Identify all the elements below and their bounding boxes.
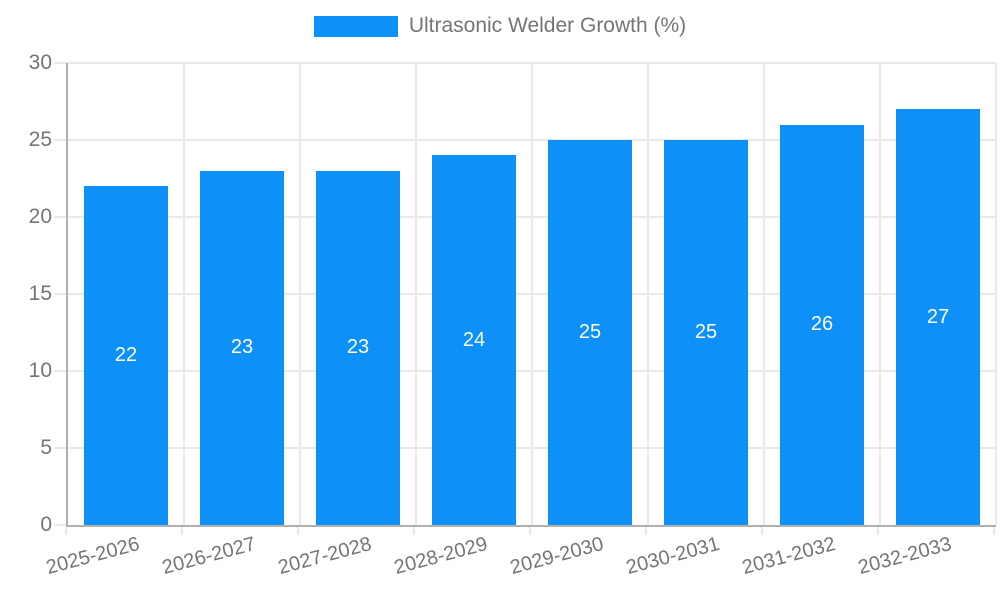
x-tick-mark xyxy=(761,527,763,535)
x-tick-mark xyxy=(65,527,67,535)
y-tick-mark xyxy=(54,216,66,218)
y-tick-label: 5 xyxy=(40,436,52,459)
legend-label: Ultrasonic Welder Growth (%) xyxy=(408,14,687,37)
x-tick-mark xyxy=(181,527,183,535)
y-tick-label: 10 xyxy=(28,359,52,382)
x-tick-mark xyxy=(529,527,531,535)
y-tick-label: 30 xyxy=(28,51,52,74)
bar: 25 xyxy=(548,140,632,525)
x-tick-mark xyxy=(645,527,647,535)
gridline-vertical xyxy=(531,63,533,525)
bar-value-label: 23 xyxy=(346,336,370,359)
y-tick-mark xyxy=(54,139,66,141)
bar: 22 xyxy=(84,186,168,525)
y-tick-label: 25 xyxy=(28,128,52,151)
bar-value-label: 23 xyxy=(230,336,254,359)
legend: Ultrasonic Welder Growth (%) xyxy=(0,14,1000,38)
y-tick-mark xyxy=(54,524,66,526)
gridline-vertical xyxy=(415,63,417,525)
gridline-vertical xyxy=(879,63,881,525)
bar: 23 xyxy=(316,170,400,525)
bar: 26 xyxy=(780,124,864,525)
x-tick-mark xyxy=(413,527,415,535)
legend-swatch xyxy=(313,15,398,37)
bar-value-label: 22 xyxy=(114,344,138,367)
bar-value-label: 25 xyxy=(694,321,718,343)
y-tick-mark xyxy=(54,293,66,295)
y-tick-mark xyxy=(54,62,66,64)
bar: 25 xyxy=(664,140,748,525)
bar-value-label: 25 xyxy=(578,321,602,343)
gridline-vertical xyxy=(183,63,185,525)
y-tick-label: 15 xyxy=(28,282,52,305)
y-tick-mark xyxy=(54,447,66,449)
bar-value-label: 27 xyxy=(926,305,950,328)
y-tick-label: 0 xyxy=(40,513,52,536)
bar-value-label: 24 xyxy=(462,328,486,351)
plot-area: 22 23 23 24 25 25 26 27 xyxy=(66,62,997,527)
bar-value-label: 26 xyxy=(810,313,834,336)
y-tick-mark xyxy=(54,370,66,372)
x-tick-mark xyxy=(877,527,879,535)
bar: 23 xyxy=(200,170,284,525)
bar: 27 xyxy=(896,109,980,525)
bar: 24 xyxy=(432,155,516,525)
gridline-vertical xyxy=(995,63,997,525)
y-tick-label: 20 xyxy=(28,205,52,228)
x-tick-mark xyxy=(297,527,299,535)
x-tick-mark xyxy=(993,527,995,535)
gridline-vertical xyxy=(763,63,765,525)
gridline-vertical xyxy=(299,63,301,525)
gridline-vertical xyxy=(647,63,649,525)
